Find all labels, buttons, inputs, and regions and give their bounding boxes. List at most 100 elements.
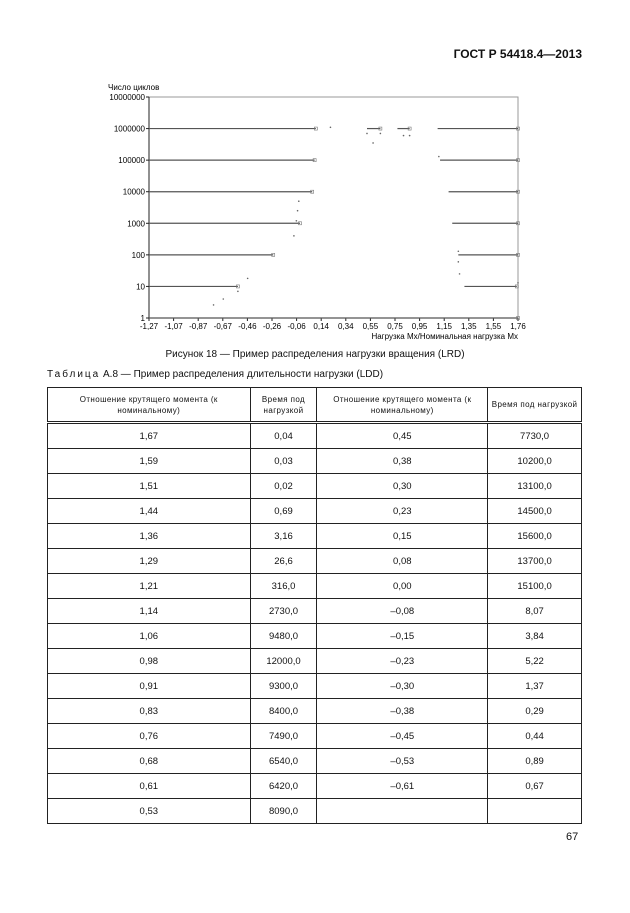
segment-end-marker xyxy=(378,126,383,131)
table-cell: 3,16 xyxy=(249,523,318,549)
table-cell: 0,61 xyxy=(47,773,251,799)
table-cell: 13100,0 xyxy=(487,473,582,499)
data-point xyxy=(296,209,299,212)
table-row: 1,06 9480,0 –0,15 3,84 xyxy=(47,623,582,649)
figure-caption: Рисунок 18 — Пример распределения нагруз… xyxy=(165,349,465,360)
data-point xyxy=(402,134,405,137)
table-cell: 8400,0 xyxy=(249,698,318,724)
table-row: 0,68 6540,0 –0,53 0,89 xyxy=(47,748,582,774)
table-cell: –0,53 xyxy=(316,748,489,774)
x-axis-label: Нагрузка Mx/Номинальная нагрузка Mx xyxy=(371,332,518,341)
table-cell: 0,30 xyxy=(316,473,489,499)
segment-end-marker xyxy=(516,316,520,320)
table-cell: 14500,0 xyxy=(487,498,582,524)
table-cell: 0,02 xyxy=(249,473,318,499)
y-axis-label: Число циклов xyxy=(108,83,159,92)
table-cell: 1,14 xyxy=(47,598,251,624)
segment-end-marker xyxy=(407,126,412,131)
table-cell: 3,84 xyxy=(487,623,582,649)
table-row: 0,91 9300,0 –0,30 1,37 xyxy=(47,673,582,699)
table-cell: 9300,0 xyxy=(249,673,318,699)
table-cell: 1,29 xyxy=(47,548,251,574)
x-tick-label: -1,07 xyxy=(164,322,183,331)
table-cell: 0,67 xyxy=(487,773,582,799)
data-point xyxy=(458,273,461,275)
table-cell: 8090,0 xyxy=(249,798,318,824)
data-point xyxy=(408,134,411,137)
table-cell: 0,69 xyxy=(249,498,318,524)
table-row: 1,14 2730,0 –0,08 8,07 xyxy=(47,598,582,624)
table-cell: 6540,0 xyxy=(249,748,318,774)
table-cell: 0,91 xyxy=(47,673,251,699)
table-cell: 2730,0 xyxy=(249,598,318,624)
standard-header: ГОСТ Р 54418.4—2013 xyxy=(453,47,582,61)
plot-frame xyxy=(148,96,519,319)
table-cell: 0,76 xyxy=(47,723,251,749)
x-tick-label: 0,75 xyxy=(387,322,403,331)
table-cell: 0,03 xyxy=(249,448,318,474)
load-distribution-chart: 1 10 100 1000 10000 100000 1000000 10000000 -1,2… xyxy=(108,83,526,341)
data-point xyxy=(293,235,295,237)
y-tick-label: 1 xyxy=(141,314,146,323)
data-point xyxy=(222,298,225,300)
table-cell: 1,37 xyxy=(487,673,582,699)
data-point xyxy=(372,142,374,144)
x-tick-label: -0,46 xyxy=(238,322,257,331)
table-cell: 0,04 xyxy=(249,422,318,449)
segment-end-marker xyxy=(271,253,276,257)
table-cell: 1,51 xyxy=(47,473,251,499)
table-cell: 0,44 xyxy=(487,723,582,749)
table-cell: 0,08 xyxy=(316,548,489,574)
x-tick-label: 1,35 xyxy=(461,322,477,331)
table-cell: 12000,0 xyxy=(249,648,318,674)
table-cell: –0,23 xyxy=(316,648,489,674)
table-cell: 8,07 xyxy=(487,598,582,624)
table-row: 1,44 0,69 0,23 14500,0 xyxy=(47,498,582,524)
segment-end-marker xyxy=(312,158,317,162)
y-tick-label: 1000000 xyxy=(114,125,146,134)
table-cell: 10200,0 xyxy=(487,448,582,474)
table-cell: –0,15 xyxy=(316,623,489,649)
table-cell: 7730,0 xyxy=(487,422,582,449)
table-cell: 0,53 xyxy=(47,798,251,824)
table-cell xyxy=(316,798,489,824)
x-tick-label: -0,26 xyxy=(263,322,282,331)
column-header: Время под нагрузкой xyxy=(249,387,318,423)
table-row: 1,21 316,0 0,00 15100,0 xyxy=(47,573,582,599)
y-tick-label: 100000 xyxy=(118,156,145,165)
data-point xyxy=(237,290,239,293)
segment-end-marker xyxy=(516,221,520,226)
x-tick-label: 0,95 xyxy=(412,322,428,331)
table-cell: 0,83 xyxy=(47,698,251,724)
x-tick-label: 1,15 xyxy=(436,322,452,331)
table-cell: 0,68 xyxy=(47,748,251,774)
table-row: 1,59 0,03 0,38 10200,0 xyxy=(47,448,582,474)
segment-end-marker xyxy=(310,189,314,194)
table-cell: 9480,0 xyxy=(249,623,318,649)
table-row: 0,76 7490,0 –0,45 0,44 xyxy=(47,723,582,749)
table-cell: 0,98 xyxy=(47,648,251,674)
table-cell: 15100,0 xyxy=(487,573,582,599)
table-row: 0,83 8400,0 –0,38 0,29 xyxy=(47,698,582,724)
table-row: 1,36 3,16 0,15 15600,0 xyxy=(47,523,582,549)
table-cell: 0,45 xyxy=(316,422,489,449)
table-header-row: Отношение крутящего момента (к номинальн… xyxy=(47,387,582,423)
data-point xyxy=(457,250,460,253)
table-caption-label: Таблица xyxy=(47,369,101,380)
x-tick-label: 0,14 xyxy=(313,322,329,331)
data-point xyxy=(438,155,440,158)
table-cell: 0,29 xyxy=(487,698,582,724)
y-tick-label: 10000 xyxy=(123,188,146,197)
table-cell: 316,0 xyxy=(249,573,318,599)
table-caption: Таблица А.8 — Пример распределения длите… xyxy=(47,369,383,380)
table-row: 1,51 0,02 0,30 13100,0 xyxy=(47,473,582,499)
column-header: Отношение крутящего момента (к номинальн… xyxy=(316,387,489,423)
x-tick-label: -0,06 xyxy=(287,322,306,331)
segment-end-marker xyxy=(314,126,318,131)
y-tick-label: 1000 xyxy=(127,219,145,228)
data-point xyxy=(297,200,300,203)
table-row: 1,29 26,6 0,08 13700,0 xyxy=(47,548,582,574)
segment-end-marker xyxy=(516,253,520,257)
segment-end-marker xyxy=(236,284,240,289)
